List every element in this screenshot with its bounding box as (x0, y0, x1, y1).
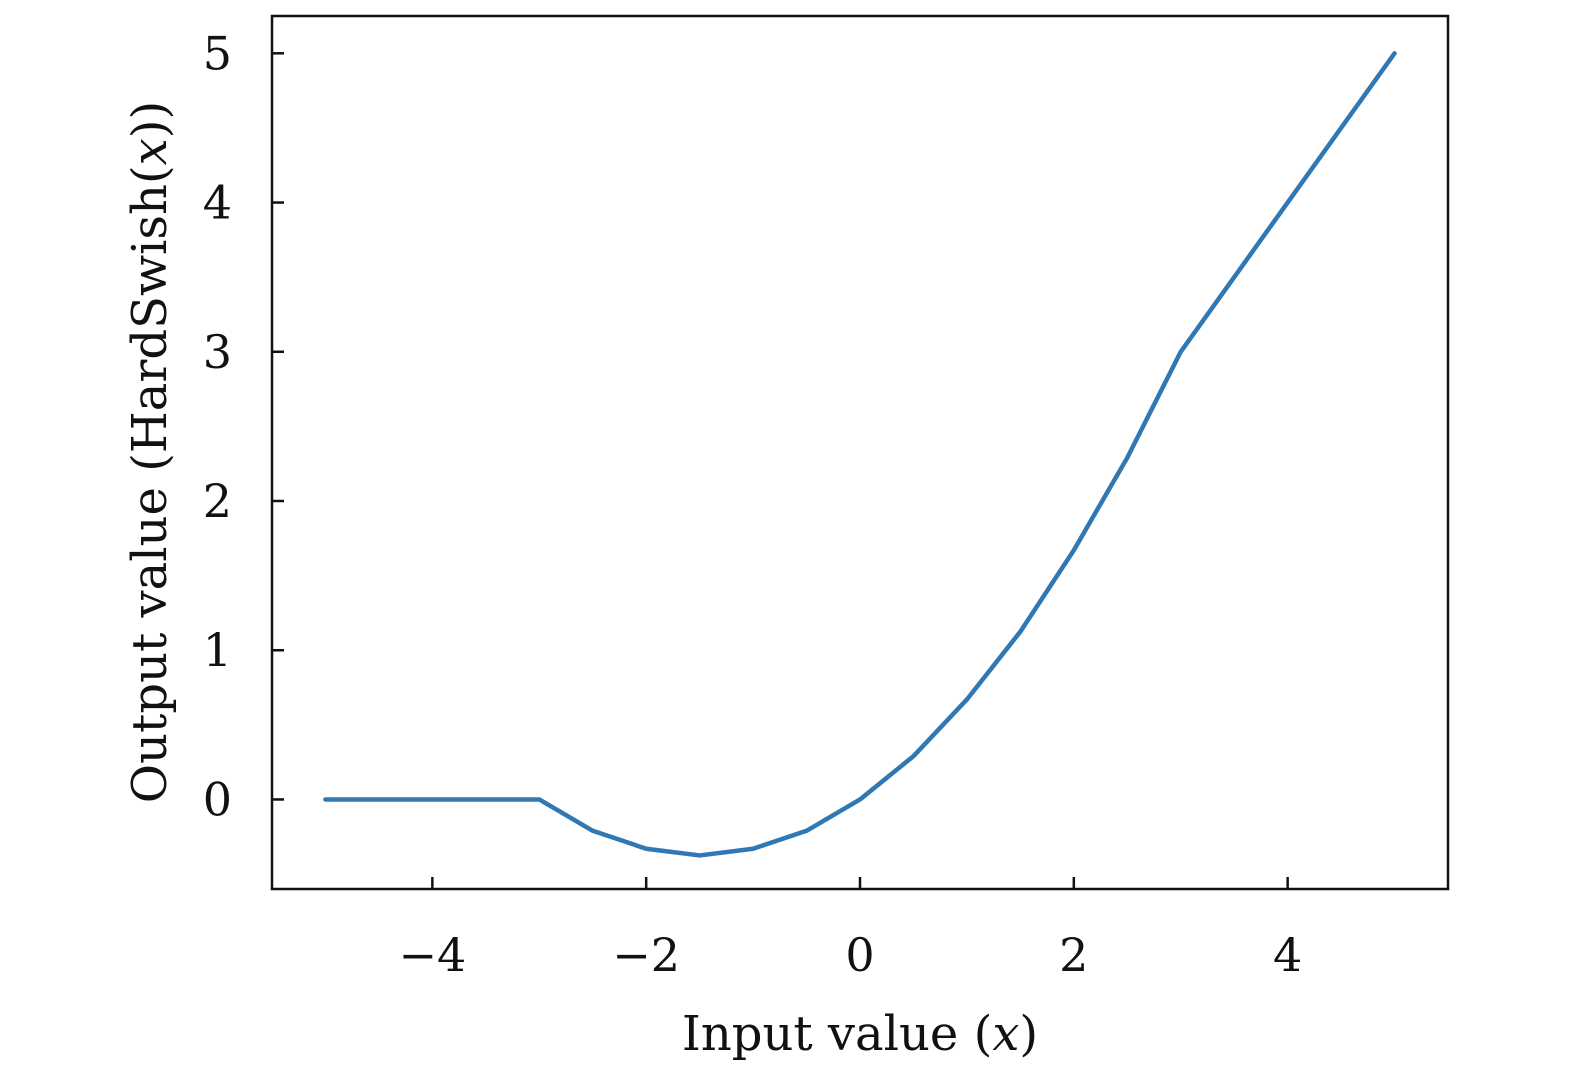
y-tick-label: 1 (203, 623, 232, 677)
x-tick-label: 4 (1273, 928, 1302, 982)
x-axis-title: Input value (x) (682, 1006, 1038, 1062)
y-axis-title: Output value (HardSwish(x)) (122, 101, 178, 803)
y-tick-label: 3 (203, 325, 232, 379)
x-tick-label: −4 (398, 928, 466, 982)
x-tick-label: 2 (1059, 928, 1088, 982)
y-tick-label: 5 (203, 26, 232, 80)
y-tick-label: 4 (203, 176, 232, 230)
x-tick-label: −2 (612, 928, 680, 982)
y-tick-label: 0 (203, 772, 232, 826)
y-axis-ticks: 0 1 2 3 4 5 (203, 26, 284, 826)
x-axis-ticks: −4 −2 0 2 4 (398, 877, 1302, 982)
y-tick-label: 2 (203, 474, 232, 528)
plot-frame (270, 14, 1450, 891)
x-tick-label: 0 (845, 928, 874, 982)
series-line (323, 51, 1397, 858)
